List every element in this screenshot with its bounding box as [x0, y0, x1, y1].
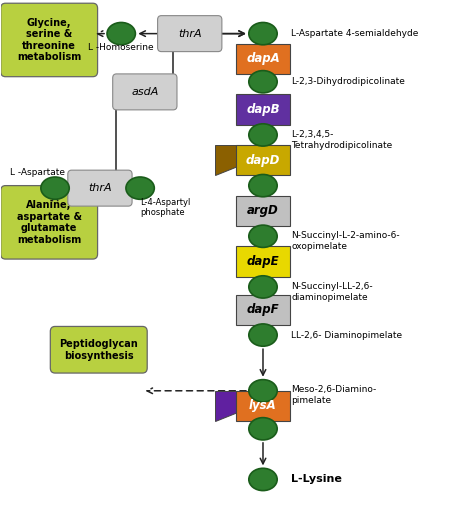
- Text: asdA: asdA: [131, 87, 158, 97]
- FancyBboxPatch shape: [236, 196, 290, 226]
- FancyBboxPatch shape: [236, 44, 290, 74]
- Text: L-Lysine: L-Lysine: [292, 474, 342, 485]
- FancyBboxPatch shape: [157, 16, 222, 52]
- Ellipse shape: [249, 22, 277, 45]
- Ellipse shape: [249, 225, 277, 247]
- Text: L-2,3-Dihydrodipicolinate: L-2,3-Dihydrodipicolinate: [292, 77, 405, 86]
- Ellipse shape: [249, 468, 277, 491]
- Text: Glycine,
serine &
threonine
metabolism: Glycine, serine & threonine metabolism: [17, 18, 81, 62]
- Text: dapF: dapF: [246, 303, 279, 316]
- Polygon shape: [215, 391, 290, 421]
- Text: dapD: dapD: [246, 154, 280, 167]
- Text: lysA: lysA: [249, 399, 277, 412]
- Ellipse shape: [249, 124, 277, 146]
- Polygon shape: [215, 145, 290, 175]
- Ellipse shape: [249, 174, 277, 197]
- Text: L-4-Aspartyl
phosphate: L-4-Aspartyl phosphate: [140, 198, 191, 217]
- Text: N-Succinyl-L-2-amino-6-
oxopimelate: N-Succinyl-L-2-amino-6- oxopimelate: [292, 231, 400, 250]
- Text: Peptidoglycan
biosynthesis: Peptidoglycan biosynthesis: [59, 339, 138, 361]
- FancyBboxPatch shape: [236, 295, 290, 325]
- Text: N-Succinyl-LL-2,6-
diaminopimelate: N-Succinyl-LL-2,6- diaminopimelate: [292, 282, 373, 302]
- Text: argD: argD: [247, 204, 279, 217]
- FancyBboxPatch shape: [236, 145, 290, 175]
- Ellipse shape: [249, 71, 277, 93]
- FancyBboxPatch shape: [113, 74, 177, 110]
- Text: L-Aspartate 4-semialdehyde: L-Aspartate 4-semialdehyde: [292, 29, 419, 38]
- Ellipse shape: [107, 22, 136, 45]
- Text: L-2,3,4,5-
Tetrahydrodipicolinate: L-2,3,4,5- Tetrahydrodipicolinate: [292, 131, 392, 150]
- FancyBboxPatch shape: [0, 3, 98, 77]
- FancyBboxPatch shape: [236, 246, 290, 277]
- Text: dapB: dapB: [246, 103, 280, 116]
- Text: thrA: thrA: [88, 183, 112, 193]
- FancyBboxPatch shape: [236, 94, 290, 125]
- Text: dapE: dapE: [246, 255, 279, 268]
- FancyBboxPatch shape: [68, 170, 132, 206]
- FancyBboxPatch shape: [236, 391, 290, 421]
- Ellipse shape: [249, 379, 277, 402]
- Ellipse shape: [41, 177, 69, 199]
- FancyBboxPatch shape: [50, 327, 147, 373]
- Text: thrA: thrA: [178, 28, 201, 39]
- Ellipse shape: [249, 276, 277, 298]
- Text: L -Aspartate: L -Aspartate: [10, 169, 65, 177]
- Text: dapA: dapA: [246, 52, 280, 66]
- Ellipse shape: [249, 418, 277, 440]
- Ellipse shape: [249, 324, 277, 346]
- Text: LL-2,6- Diaminopimelate: LL-2,6- Diaminopimelate: [292, 331, 402, 339]
- Text: Alanine,
aspartate &
glutamate
metabolism: Alanine, aspartate & glutamate metabolis…: [17, 200, 82, 245]
- FancyBboxPatch shape: [0, 185, 98, 259]
- Ellipse shape: [126, 177, 155, 199]
- Text: Meso-2,6-Diamino-
pimelate: Meso-2,6-Diamino- pimelate: [292, 385, 377, 404]
- Text: L -Homoserine: L -Homoserine: [88, 43, 154, 52]
